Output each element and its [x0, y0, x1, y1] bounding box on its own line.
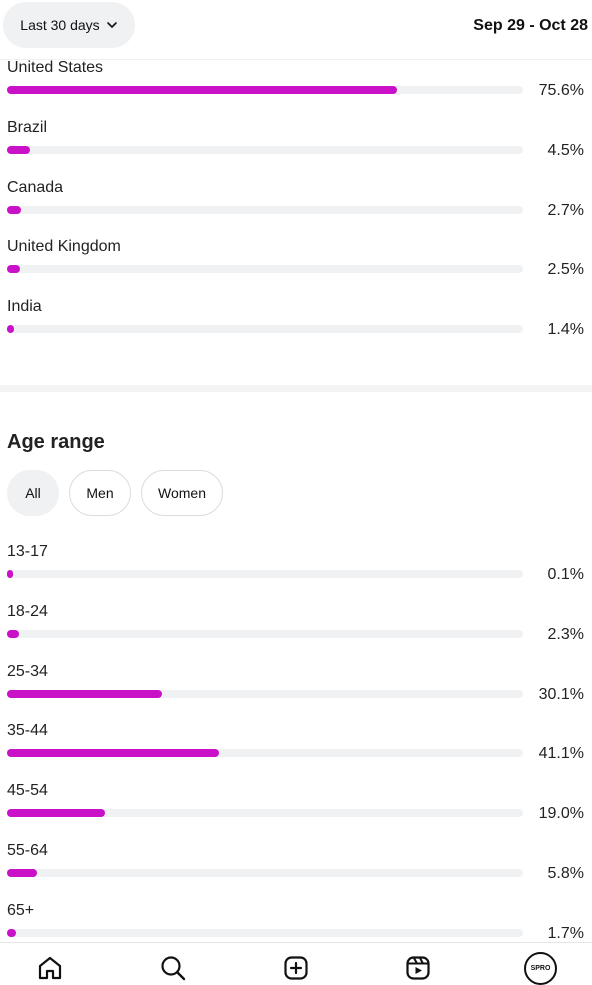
section-divider [0, 385, 592, 392]
country-bar-track [7, 205, 523, 214]
age-bar-fill [7, 869, 37, 877]
age-label: 55-64 [7, 842, 48, 859]
country-bar-track [7, 265, 523, 274]
search-icon[interactable] [158, 953, 188, 983]
age-label: 45-54 [7, 782, 48, 800]
country-bar-track [7, 86, 523, 94]
country-row: Brazil 4.5% [0, 119, 592, 179]
age-label: 35-44 [7, 722, 48, 740]
country-bar-fill [7, 205, 21, 214]
country-percentage: 1.4% [547, 321, 584, 339]
age-bar-fill [7, 570, 13, 578]
country-row: Canada 2.7% [0, 179, 592, 239]
create-icon[interactable] [281, 953, 311, 983]
date-range-dropdown-label: Last 30 days [20, 17, 100, 33]
country-bar-track [7, 145, 523, 154]
age-label: 65+ [7, 901, 35, 919]
country-label: United States [7, 59, 104, 76]
age-bar-track [7, 570, 523, 578]
age-percentage: 19.0% [538, 805, 584, 823]
country-label: India [7, 298, 42, 316]
profile-avatar[interactable]: SPRO [524, 952, 557, 985]
age-bar-fill [7, 629, 19, 638]
age-bar-fill [7, 809, 106, 818]
age-bar-track [7, 749, 523, 758]
chevron-down-icon [106, 22, 117, 28]
age-label: 25-34 [7, 662, 48, 680]
filter-women-button[interactable]: Women [141, 470, 223, 516]
country-row: United States 75.6% [0, 59, 592, 119]
age-percentage: 2.3% [547, 625, 584, 643]
filter-men-button[interactable]: Men [69, 470, 131, 516]
age-row: 13-17 0.1% [0, 543, 592, 603]
date-range-dropdown[interactable]: Last 30 days [3, 2, 135, 48]
age-bar-track [7, 689, 523, 698]
age-row: 55-64 5.8% [0, 842, 592, 902]
age-bar-track [7, 809, 523, 818]
avatar-text: SPRO [530, 965, 551, 972]
country-label: Canada [7, 178, 64, 196]
country-bar-fill [7, 145, 31, 154]
bottom-navigation: SPRO [0, 942, 592, 985]
reels-icon[interactable] [403, 953, 433, 983]
age-percentage: 0.1% [547, 566, 584, 583]
country-percentage: 2.7% [547, 201, 584, 219]
age-bar-track [7, 928, 523, 937]
country-label: Brazil [7, 118, 48, 136]
country-percentage: 75.6% [538, 82, 584, 99]
country-percentage: 4.5% [547, 141, 584, 159]
age-label: 13-17 [7, 543, 48, 560]
country-bar-track [7, 325, 523, 334]
home-icon[interactable] [35, 953, 65, 983]
age-percentage: 5.8% [547, 865, 584, 882]
age-row: 45-54 19.0% [0, 782, 592, 842]
age-bar-fill [7, 749, 220, 758]
country-label: United Kingdom [7, 238, 121, 256]
country-bar-fill [7, 86, 398, 94]
country-row: United Kingdom 2.5% [0, 238, 592, 298]
date-range-text: Sep 29 - Oct 28 [473, 17, 588, 34]
age-bar-fill [7, 689, 163, 698]
age-row: 18-24 2.3% [0, 603, 592, 663]
top-bar: Last 30 days Sep 29 - Oct 28 [0, 0, 592, 60]
age-percentage: 1.7% [547, 924, 584, 942]
country-bar-fill [7, 265, 20, 274]
age-percentage: 41.1% [538, 745, 584, 763]
country-row: India 1.4% [0, 298, 592, 358]
age-bar-fill [7, 928, 16, 937]
gender-filter-group: All Men Women [7, 470, 223, 516]
age-row: 25-34 30.1% [0, 663, 592, 723]
age-row: 65+ 1.7% [0, 902, 592, 962]
age-percentage: 30.1% [538, 685, 584, 703]
age-bar-track [7, 869, 523, 877]
country-percentage: 2.5% [547, 261, 584, 279]
filter-all-button[interactable]: All [7, 470, 59, 516]
age-row: 35-44 41.1% [0, 722, 592, 782]
age-label: 18-24 [7, 602, 48, 620]
age-range-title: Age range [7, 431, 105, 453]
country-bar-fill [7, 325, 15, 334]
age-bar-track [7, 629, 523, 638]
